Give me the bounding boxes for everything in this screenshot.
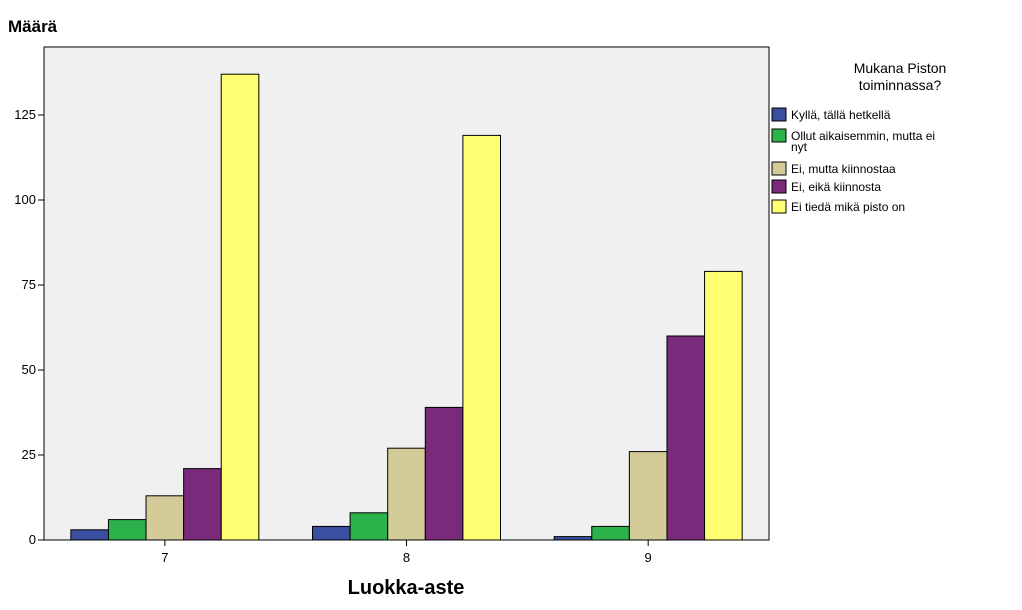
y-axis-label: Määrä [8,17,58,36]
x-axis: 7 8 9 [161,540,652,565]
legend-label: Ei, eikä kiinnosta [791,180,881,194]
legend-swatch [771,107,787,122]
legend-title: toiminnassa? [859,77,942,93]
bar-5-7 [220,73,260,541]
x-tick-label: 7 [161,550,168,565]
legend-swatch [771,179,787,194]
bar-2-7 [107,519,147,541]
y-tick-label: 50 [22,362,36,377]
bars-layer [70,73,743,541]
bar-3-7 [145,495,185,541]
legend-label: nyt [791,140,808,154]
y-tick-label: 75 [22,277,36,292]
bar-3-8 [387,447,426,541]
legend-label: Ollut aikaisemmin, mutta ei [791,129,935,143]
y-tick-label: 25 [22,447,36,462]
legend-title: Mukana Piston [854,60,947,76]
bar-1-8 [312,525,351,541]
x-axis-label: Luokka-aste [348,577,465,599]
x-tick-label: 8 [403,550,410,565]
legend-swatch [771,161,787,176]
legend-swatch [771,199,787,214]
legend-label: Ei tiedä mikä pisto on [791,200,905,214]
y-tick-label: 125 [14,107,36,122]
x-tick-label: 9 [645,550,652,565]
y-tick-label: 100 [14,192,36,207]
legend-label: Ei, mutta kiinnostaa [791,162,896,176]
bar-2-8 [349,512,389,541]
bar-1-7 [70,529,109,541]
bar-4-7 [183,468,222,541]
legend-swatch [771,128,787,143]
bar-1-9 [553,536,593,541]
y-tick-label: 0 [29,532,36,547]
bar-4-8 [424,406,464,541]
bar-5-9 [704,270,743,541]
bar-4-9 [666,335,706,541]
bar-5-8 [462,134,501,541]
bar-2-9 [591,525,630,541]
y-axis: 0 25 50 75 100 125 [14,107,44,547]
bar-3-9 [628,451,668,541]
legend-label: Kyllä, tällä hetkellä [791,108,891,122]
